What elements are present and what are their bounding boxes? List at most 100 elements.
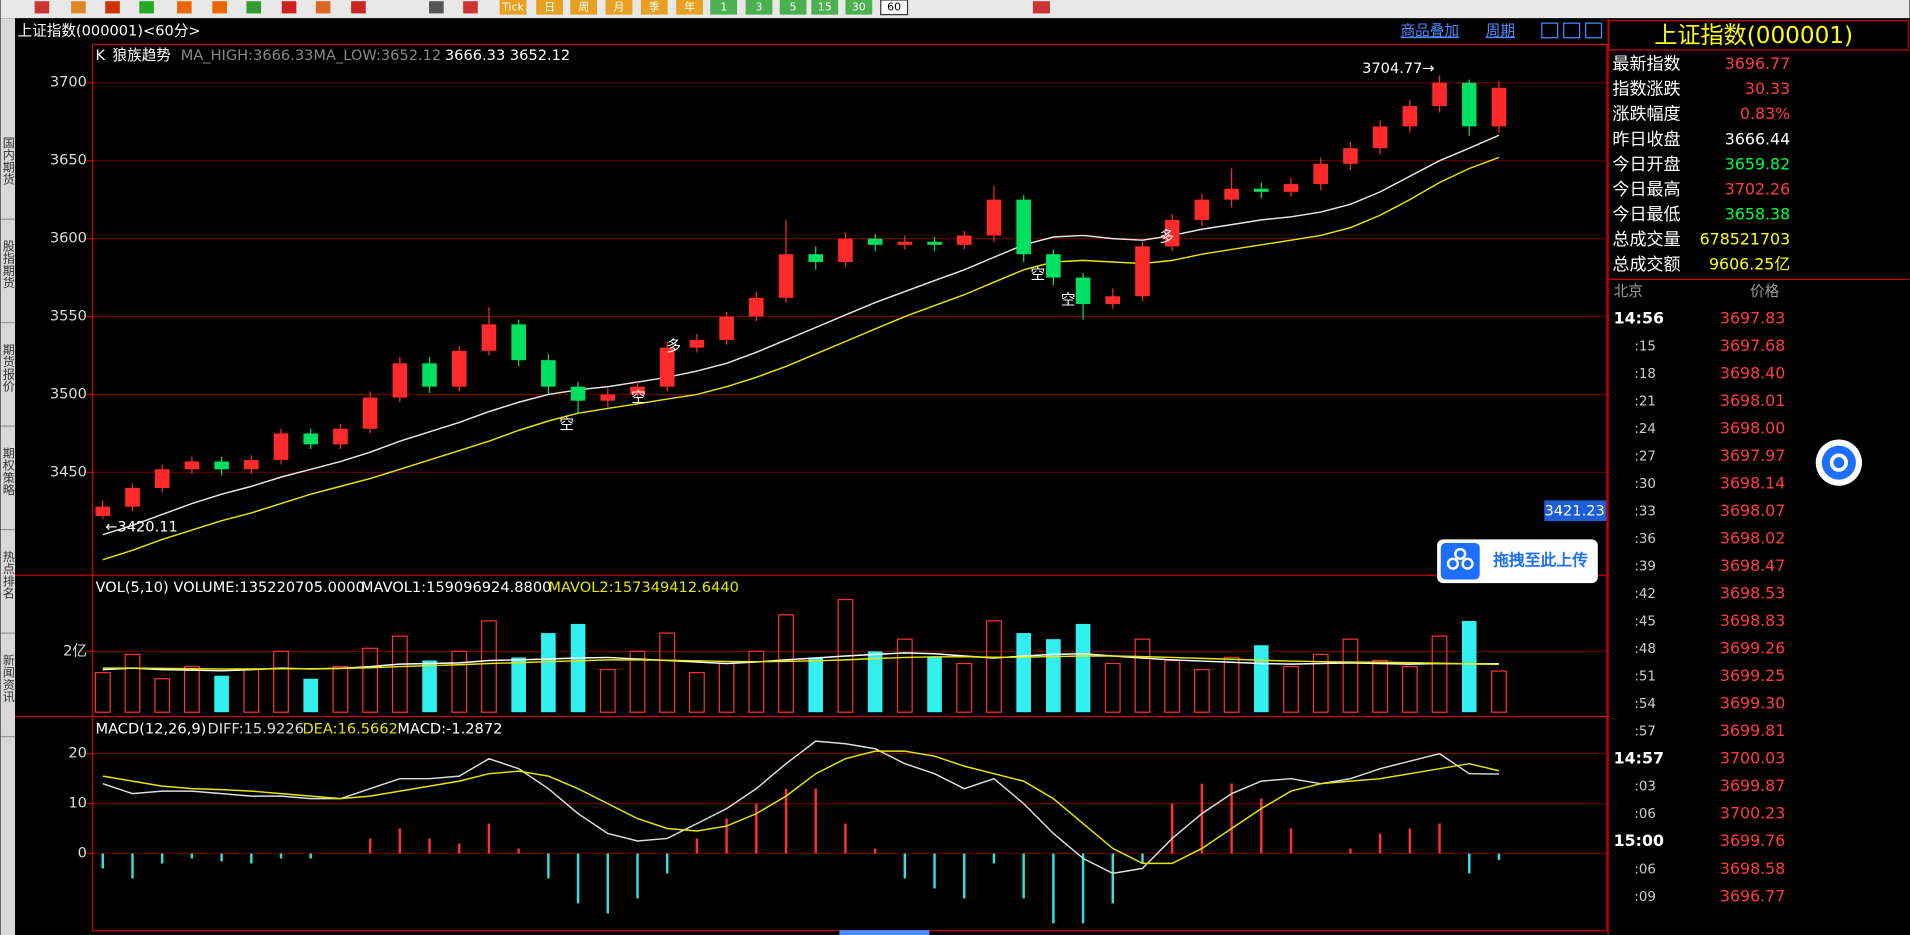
candle-body	[1343, 148, 1358, 164]
candle-body	[362, 397, 378, 429]
toolbar-button[interactable]	[811, 0, 839, 15]
quote-value: 0.83%	[1740, 104, 1790, 123]
upload-button[interactable]: 拖拽至此上传	[1437, 539, 1598, 584]
quote-value: 9606.25亿	[1709, 255, 1790, 274]
tick-price: 3699.25	[1720, 666, 1785, 685]
volume-bar	[1075, 623, 1091, 713]
floating-icon[interactable]	[1815, 439, 1862, 486]
tick-time: 14:56	[1614, 308, 1664, 327]
tick-price: 3698.00	[1720, 419, 1785, 438]
sidebar-tab[interactable]: 股指期货	[1, 240, 15, 290]
toolbar-button[interactable]	[779, 0, 807, 15]
toolbar-label[interactable]: 5	[790, 0, 797, 13]
toolbar-button[interactable]	[745, 0, 773, 15]
volume-bar	[778, 614, 794, 713]
scrollbar[interactable]	[839, 930, 930, 935]
toolbar-button[interactable]	[536, 0, 563, 15]
toolbar-button[interactable]	[570, 0, 598, 15]
candle-body	[570, 386, 586, 401]
tick-time: :30	[1634, 477, 1656, 492]
sidebar-tab[interactable]: 期权策略	[1, 447, 15, 497]
toolbar-label[interactable]: 日	[544, 0, 555, 13]
tick-time: 14:57	[1614, 749, 1664, 768]
quote-label: 今日最低	[1612, 205, 1680, 225]
toolbar-label[interactable]: 15	[818, 0, 832, 13]
tick-time: 15:00	[1614, 831, 1664, 850]
header-link[interactable]: 商品叠加	[1401, 23, 1459, 40]
toolbar-button[interactable]	[640, 0, 668, 15]
volume-bar	[451, 650, 468, 713]
volume-bar	[214, 675, 229, 713]
toolbar-label[interactable]: 周	[578, 0, 589, 13]
toolbar-label[interactable]: Tick	[501, 0, 524, 13]
toolbar-button[interactable]	[499, 0, 527, 15]
y-tick-label: 2亿	[63, 642, 87, 659]
candle-body	[927, 241, 942, 245]
candle-body	[1075, 277, 1091, 305]
tick-time: :06	[1634, 862, 1656, 877]
candle-body	[541, 360, 556, 387]
volume-bar	[273, 650, 289, 713]
volume-bar	[570, 623, 586, 713]
toolbar-label[interactable]: 季	[649, 0, 660, 13]
volume-bar	[1223, 656, 1240, 713]
candle-body	[897, 241, 913, 245]
candle-body	[392, 363, 408, 398]
high-label: 3704.77→	[1362, 60, 1435, 77]
tick-price: 3699.76	[1720, 831, 1785, 850]
tick-time: :15	[1634, 339, 1656, 354]
candle-body	[659, 347, 675, 387]
candle-body	[422, 363, 437, 387]
signal-label: 空	[1030, 266, 1045, 283]
line	[102, 655, 1499, 670]
tick-price: 3698.58	[1720, 859, 1785, 878]
toolbar-label[interactable]: 年	[684, 0, 695, 13]
line	[102, 134, 1500, 536]
candle-body	[749, 297, 764, 317]
candle-body	[1461, 82, 1477, 127]
sidebar-tab[interactable]: 期货报价	[1, 343, 15, 392]
tick-price: 3700.03	[1720, 749, 1785, 768]
volume-bar	[1372, 659, 1389, 713]
volume-bar	[748, 650, 765, 713]
toolbar-label[interactable]: 30	[852, 0, 866, 13]
tick-price: 3698.53	[1720, 584, 1785, 603]
candle-body	[838, 238, 853, 262]
tick-price: 3697.97	[1720, 446, 1785, 465]
volume-bar	[896, 638, 913, 713]
y-tick-label: 3700	[50, 74, 87, 91]
toolbar-label[interactable]: 3	[756, 0, 763, 13]
toolbar-button[interactable]	[605, 0, 633, 15]
legend-entry: MA_HIGH:3666.33	[181, 47, 314, 64]
toolbar-button[interactable]	[845, 0, 873, 15]
toolbar-label[interactable]: 月	[614, 0, 625, 13]
quote-value: 3696.77	[1725, 54, 1790, 73]
indicator-name: MACD(12,26,9)	[95, 720, 206, 737]
upload-label[interactable]: 拖拽至此上传	[1493, 551, 1588, 570]
volume-bar	[1401, 665, 1418, 713]
y-tick-label: 3500	[50, 385, 87, 402]
sidebar-tab[interactable]: 新闻资讯	[1, 652, 15, 703]
tick-price: 3696.77	[1720, 886, 1785, 905]
sidebar-tab[interactable]: 热点排名	[1, 550, 15, 599]
candle-body	[244, 459, 259, 470]
toolbar-button[interactable]	[880, 0, 909, 16]
volume-bar	[511, 657, 526, 713]
column-header: 价格	[1750, 283, 1780, 300]
volume-bar	[183, 665, 200, 713]
sidebar-tab[interactable]: 国内期货	[1, 136, 15, 185]
toolbar-label[interactable]: 60	[887, 0, 901, 13]
volume-bar	[867, 651, 883, 713]
volume-bar	[1312, 653, 1329, 713]
tick-time: :21	[1634, 395, 1656, 410]
tick-time: :39	[1634, 560, 1656, 575]
tick-time: :09	[1634, 890, 1656, 905]
cursor-price: 3421.23	[1545, 502, 1605, 519]
quote-value: 3658.38	[1725, 205, 1790, 224]
toolbar-label[interactable]: 1	[720, 0, 727, 13]
toolbar-button[interactable]	[676, 0, 703, 15]
header-link[interactable]: 周期	[1486, 23, 1515, 40]
toolbar-button[interactable]	[710, 0, 738, 15]
volume-bar	[94, 672, 111, 713]
signal-label: 空	[1061, 292, 1076, 309]
